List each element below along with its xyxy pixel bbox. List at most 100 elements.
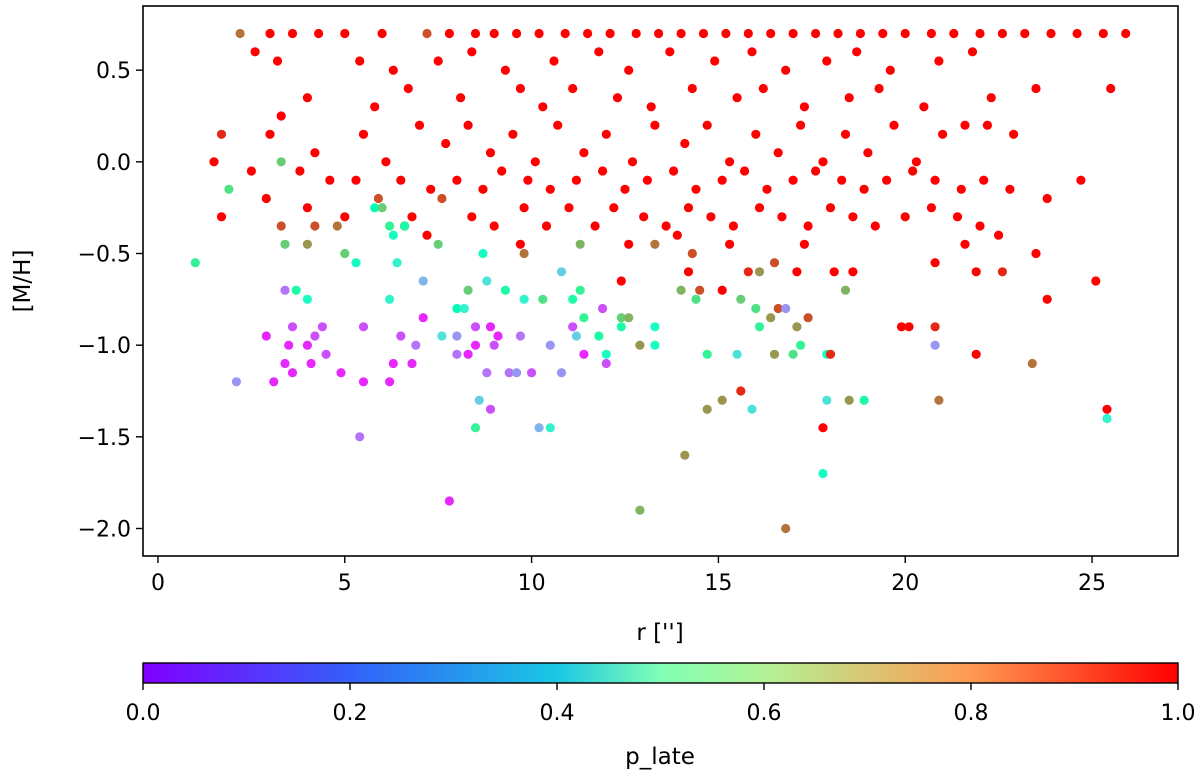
colorbar-tick-label: 1.0 <box>1161 701 1196 726</box>
data-point <box>926 28 937 39</box>
data-point <box>261 331 271 341</box>
data-point <box>683 267 694 277</box>
data-point <box>822 56 832 66</box>
data-point <box>351 258 361 268</box>
data-point <box>743 28 753 39</box>
data-point <box>661 221 671 231</box>
data-point <box>545 340 555 350</box>
data-point <box>302 340 312 350</box>
colorbar-label: p_late <box>625 744 695 770</box>
data-point <box>489 340 499 350</box>
y-tick-label: 0.5 <box>96 59 131 84</box>
data-point <box>527 368 537 378</box>
data-point <box>601 358 611 369</box>
data-point <box>549 56 559 66</box>
data-point <box>829 267 839 277</box>
data-point <box>650 239 660 249</box>
colorbar-tick-label: 0.2 <box>333 701 368 726</box>
data-point <box>1072 28 1082 39</box>
data-point <box>276 111 286 121</box>
x-axis: 0 5 10 15 20 25 <box>151 556 1106 596</box>
data-point <box>859 395 869 405</box>
y-tick-label: −1.5 <box>78 426 131 451</box>
data-point <box>743 267 753 277</box>
data-point <box>769 349 780 359</box>
plot-frame <box>142 5 1179 557</box>
data-point <box>463 349 473 359</box>
data-point <box>358 322 369 332</box>
data-point <box>863 148 873 158</box>
data-point <box>500 65 510 75</box>
data-point <box>287 322 298 332</box>
data-point <box>825 349 836 359</box>
data-point <box>934 395 944 405</box>
data-point <box>583 28 593 39</box>
data-point <box>515 331 526 341</box>
data-point <box>1031 83 1041 94</box>
data-point <box>766 28 776 39</box>
colorbar-tick-label: 0.8 <box>954 701 989 726</box>
data-point <box>624 65 634 75</box>
data-point <box>276 221 286 231</box>
data-point <box>874 83 884 94</box>
data-point <box>385 294 395 304</box>
data-point <box>392 258 402 268</box>
data-point <box>545 184 555 194</box>
data-point <box>680 450 690 460</box>
data-point <box>732 349 742 359</box>
data-point <box>541 221 552 231</box>
data-point <box>702 349 712 359</box>
data-point <box>590 221 600 231</box>
data-point <box>534 28 544 39</box>
data-point <box>620 184 630 194</box>
data-point <box>1098 28 1108 39</box>
data-point <box>568 322 578 332</box>
data-point <box>624 239 634 249</box>
data-point <box>310 221 320 231</box>
data-point <box>631 28 641 39</box>
data-point <box>306 358 316 369</box>
data-point <box>1076 175 1086 185</box>
data-point <box>444 28 454 39</box>
data-point <box>825 203 836 213</box>
data-point <box>407 358 417 369</box>
data-point <box>725 157 735 167</box>
data-point <box>459 303 469 314</box>
data-point <box>385 377 395 387</box>
data-point <box>489 28 499 39</box>
data-point <box>216 212 227 222</box>
data-point <box>1027 358 1037 369</box>
data-point <box>568 83 578 94</box>
data-point <box>340 28 350 39</box>
x-axis-label: r [''] <box>636 620 683 646</box>
data-point <box>385 221 395 231</box>
data-point <box>396 175 406 185</box>
data-point <box>485 322 496 332</box>
data-point <box>280 239 290 249</box>
data-point <box>833 28 843 39</box>
data-point <box>452 331 462 341</box>
data-point <box>844 395 854 405</box>
data-point <box>437 331 447 341</box>
data-point <box>478 248 488 259</box>
data-point <box>190 258 200 268</box>
data-point <box>788 28 798 39</box>
data-point <box>467 212 477 222</box>
data-point <box>388 65 398 75</box>
data-point <box>556 368 567 378</box>
data-point <box>852 47 862 57</box>
data-point <box>351 175 361 185</box>
data-point <box>609 203 619 213</box>
data-point <box>710 56 720 66</box>
data-point <box>377 28 387 39</box>
data-point <box>698 28 709 39</box>
data-point <box>736 386 746 396</box>
data-point <box>265 129 275 139</box>
data-point <box>818 423 828 433</box>
data-point <box>997 28 1008 39</box>
data-point <box>930 175 940 185</box>
y-axis-label: [M/H] <box>10 250 36 313</box>
data-point <box>811 28 821 39</box>
data-point <box>470 340 481 350</box>
data-point <box>676 285 686 295</box>
